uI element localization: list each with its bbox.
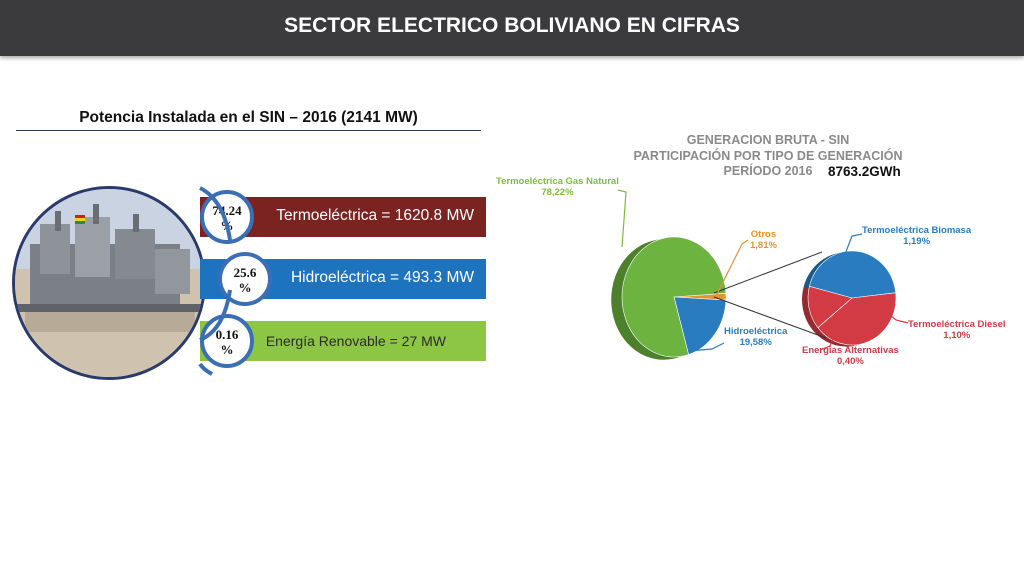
slice-name: Termoeléctrica Biomasa — [862, 225, 972, 236]
leader-otros — [715, 239, 749, 297]
leader-hidroelectrica — [687, 342, 725, 352]
slice-label-diesel: Termoeléctrica Diesel 1,10% — [908, 319, 1006, 341]
leader-gas-natural — [617, 189, 627, 248]
slice-label-otros: Otros 1,81% — [750, 229, 777, 251]
connector-line-top — [713, 251, 823, 294]
badge-connector-arc — [198, 186, 232, 376]
slice-value: 1,81% — [750, 240, 777, 251]
main-pie-slice-1 — [673, 296, 727, 355]
slice-value: 1,10% — [943, 330, 971, 341]
slice-value: 0,40% — [836, 356, 864, 367]
slice-name: Termoeléctrica Diesel — [908, 319, 1006, 330]
band-renovable-label: Energía Renovable = 27 MW — [265, 333, 446, 349]
slice-value: 78,22% — [541, 187, 574, 198]
percent-value: 25.6 — [233, 265, 257, 280]
otros-pie-slice-0 — [809, 250, 897, 299]
percent-sign: % — [220, 342, 234, 357]
band-hidroelectrica-label: Hidroeléctrica = 493.3 MW — [290, 269, 474, 286]
otros-pie-slice-1 — [817, 292, 897, 346]
otros-pie-slice-2 — [807, 285, 853, 329]
pie-chart-title: GENERACION BRUTA - SIN PARTICIPACIÓN POR… — [608, 133, 928, 180]
percent-badge-hidroelectrica: 25.6 % — [218, 252, 272, 306]
header-bar: SECTOR ELECTRICO BOLIVIANO EN CIFRAS — [0, 0, 1024, 56]
percent-badge-renovable: 0.16 % — [200, 314, 254, 368]
leader-diesel — [884, 310, 909, 324]
pie-title-line-2: PARTICIPACIÓN POR TIPO DE GENERACIÓN — [633, 148, 903, 163]
percent-value: 0.16 — [215, 327, 239, 342]
slice-value: 19,58% — [739, 337, 772, 348]
slice-label-alternativas: Energias Alternativas 0,40% — [802, 345, 899, 367]
page-title: SECTOR ELECTRICO BOLIVIANO EN CIFRAS — [284, 14, 740, 37]
slice-name: Termoeléctrica Gas Natural — [496, 176, 619, 187]
slice-label-hidroelectrica: Hidroeléctrica 19,58% — [724, 326, 787, 348]
pie-title-line-3: PERÍODO 2016 — [723, 164, 813, 178]
slice-value: 1,19% — [903, 236, 931, 247]
slice-name: Otros — [750, 229, 777, 240]
slice-name: Energias Alternativas — [802, 345, 899, 356]
band-termoelectrica-label: Termoeléctrica = 1620.8 MW — [276, 207, 474, 224]
connector-line-bottom — [713, 296, 827, 339]
main-pie-slice-2 — [621, 236, 727, 358]
title-underline — [16, 130, 481, 131]
total-generation: 8763.2GWh — [826, 164, 903, 179]
leader-biomasa — [841, 233, 863, 263]
leader-alternativas — [819, 336, 835, 351]
pie-title-line-1: GENERACION BRUTA - SIN — [686, 133, 850, 147]
slice-label-gas-natural: Termoeléctrica Gas Natural 78,22% — [496, 176, 619, 198]
slice-label-biomasa: Termoeléctrica Biomasa 1,19% — [862, 225, 971, 247]
installed-capacity-title: Potencia Instalada en el SIN – 2016 (214… — [79, 109, 418, 126]
percent-sign: % — [238, 280, 252, 295]
slice-name: Hidroeléctrica — [724, 326, 788, 337]
